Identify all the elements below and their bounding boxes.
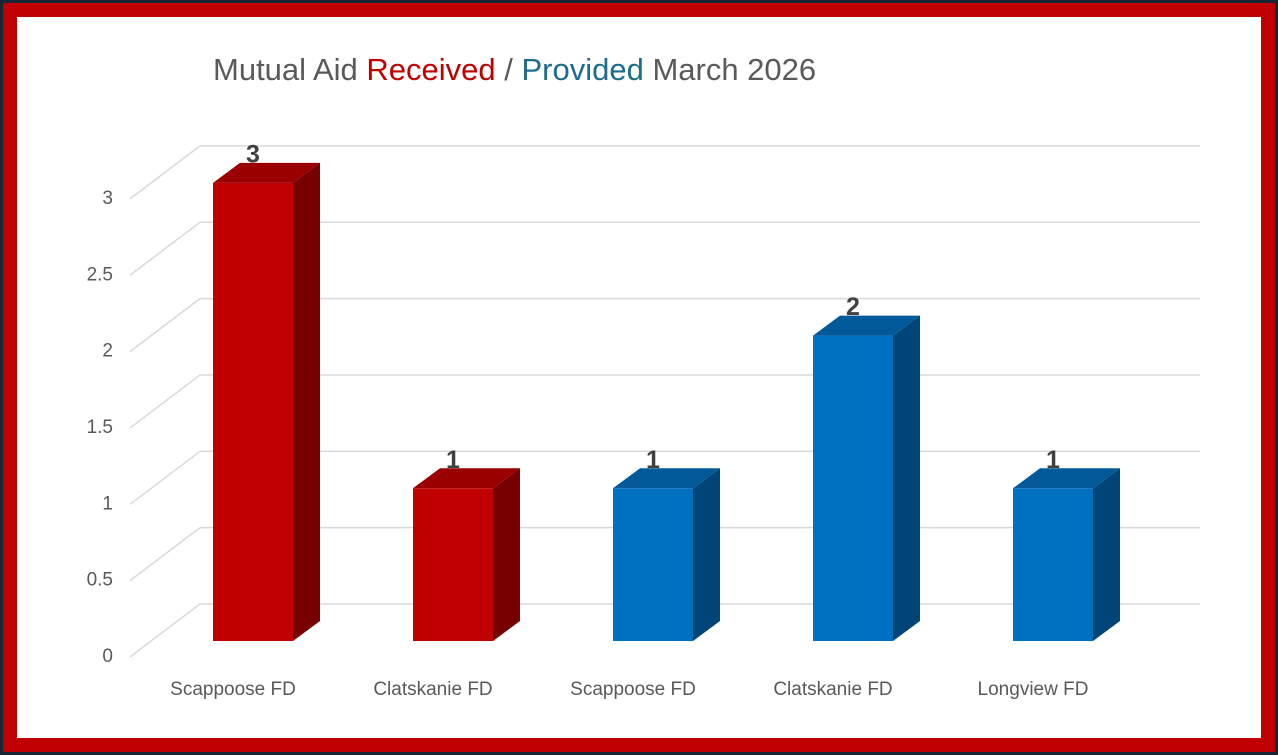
bar <box>213 162 320 641</box>
bar-front <box>213 182 293 641</box>
grid-line-side <box>129 221 201 276</box>
bar-top <box>813 315 920 336</box>
bar-front <box>613 488 693 641</box>
title-part: / <box>496 52 522 87</box>
data-label: 1 <box>446 446 460 474</box>
bar-front <box>413 488 493 641</box>
bar-side <box>293 162 320 641</box>
bar-side <box>893 315 920 641</box>
title-part: Provided <box>521 52 643 87</box>
grid-line-side <box>129 527 201 582</box>
bar <box>1013 468 1120 641</box>
y-tick-label: 1.5 <box>87 417 113 438</box>
bar-front <box>813 335 893 641</box>
x-tick-label: Scappoose FD <box>570 679 696 700</box>
x-tick-label: Scappoose FD <box>170 679 296 700</box>
title-part: March 2026 <box>644 52 816 87</box>
title-part: Mutual Aid <box>213 52 366 87</box>
data-label: 1 <box>646 446 660 474</box>
x-tick-label: Clatskanie FD <box>373 679 492 700</box>
y-tick-label: 0.5 <box>87 570 113 591</box>
y-tick-label: 0 <box>102 646 113 667</box>
bar <box>413 468 520 641</box>
chart-title: Mutual Aid Received / Provided March 202… <box>213 52 816 87</box>
bar-side <box>1093 468 1120 641</box>
y-tick-label: 1 <box>102 493 113 514</box>
x-tick-label: Clatskanie FD <box>773 679 892 700</box>
y-tick-label: 2 <box>102 341 113 362</box>
grid-line-side <box>129 450 201 505</box>
grid-line-side <box>129 298 201 353</box>
bar-top <box>413 468 520 489</box>
bar-front <box>1013 488 1093 641</box>
title-part: Received <box>366 52 495 87</box>
data-label: 3 <box>246 141 260 169</box>
x-tick-label: Longview FD <box>978 679 1089 700</box>
y-tick-label: 3 <box>102 188 113 209</box>
bar <box>613 468 720 641</box>
data-label: 1 <box>1046 446 1060 474</box>
data-label: 2 <box>846 293 860 321</box>
y-tick-label: 2.5 <box>87 264 113 285</box>
bar-top <box>613 468 720 489</box>
bar-top <box>213 162 320 183</box>
bar <box>813 315 920 641</box>
grid-line-side <box>129 374 201 429</box>
bar-side <box>493 468 520 641</box>
bar-side <box>693 468 720 641</box>
grid-line-side <box>129 145 201 200</box>
grid-line-side <box>129 603 201 658</box>
bar-top <box>1013 468 1120 489</box>
